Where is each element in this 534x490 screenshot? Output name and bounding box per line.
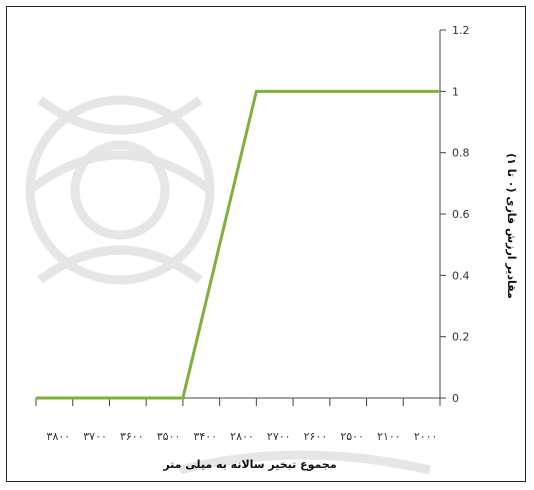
x-tick-label: ۳۵۰۰ [157,430,181,443]
watermark [25,95,432,475]
y-tick-label: 0 [452,392,459,405]
chart-frame [6,6,526,482]
x-tick-label: ۲۰۰۰ [414,430,438,443]
y-tick-label: 0.2 [452,331,470,344]
x-tick-label: ۳۸۰۰ [47,430,71,443]
y-tick-label: 1 [452,85,459,98]
axes: ۳۸۰۰ ۳۷۰۰ ۳۶۰۰ ۳۵۰۰ ۳۴۰۰ ۲۸۰۰ ۲۷۰۰ ۲۶۰۰ ۲۵۰۰ ۲۱۰۰… [35,24,470,443]
y-tick-label: 0.4 [452,269,470,282]
x-tick-label: ۳۶۰۰ [120,430,144,443]
y-axis-title: مقادیر ارزش فازی (۰ تا ۱) [505,153,518,299]
y-tick-label: 0.8 [452,147,470,160]
series-line [36,89,440,400]
x-tick-label: ۲۷۰۰ [267,430,291,443]
x-tick-label: ۲۵۰۰ [340,430,364,443]
x-tick-label: ۲۱۰۰ [377,430,401,443]
x-tick-label: ۳۴۰۰ [193,430,217,443]
y-tick-label: 1.2 [452,24,470,37]
x-axis-title: مجموع تبخیر سالانه به میلی متر [162,458,336,471]
plot-area [36,89,440,400]
x-tick-label: ۳۷۰۰ [83,430,107,443]
x-tick-label: ۲۸۰۰ [230,430,254,443]
y-tick-label: 0.6 [452,208,470,221]
x-tick-label: ۲۶۰۰ [304,430,328,443]
